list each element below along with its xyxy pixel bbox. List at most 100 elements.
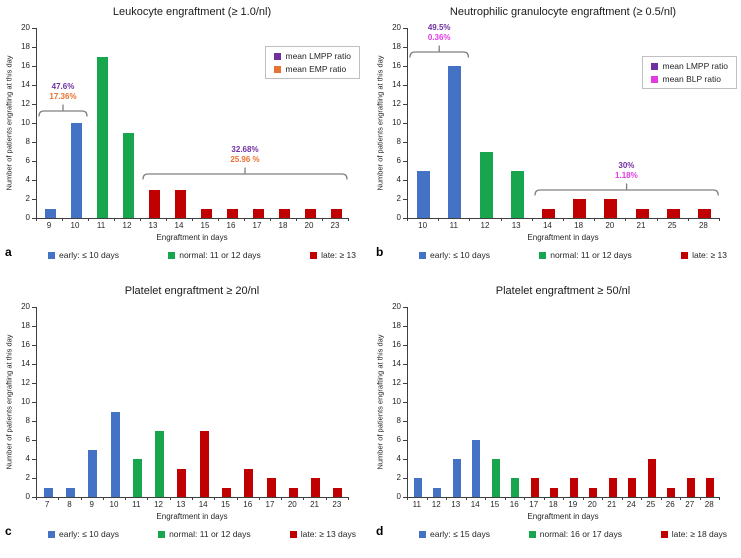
x-tick-label: 17: [252, 221, 262, 230]
bar-day-13: [510, 170, 524, 218]
bar-day-24: [628, 478, 637, 497]
x-tick-label: 14: [198, 500, 208, 509]
bar-day-12: [155, 430, 165, 497]
bar-day-23: [333, 487, 343, 497]
x-tick-mark: [218, 218, 219, 221]
x-tick-mark: [582, 497, 584, 500]
bar-day-11: [448, 66, 462, 218]
x-tick-mark: [348, 497, 349, 500]
bar-day-9: [88, 449, 98, 497]
y-tick-label: 20: [21, 23, 30, 32]
y-tick-label: 14: [392, 80, 401, 89]
y-tick-mark: [32, 478, 36, 479]
y-tick-label: 8: [396, 416, 401, 425]
x-tick-label: 12: [480, 221, 490, 230]
y-tick-label: 4: [396, 175, 401, 184]
bar-day-14: [174, 189, 186, 218]
y-tick-mark: [32, 497, 36, 498]
bar-day-14: [541, 208, 555, 218]
x-tick-mark: [563, 497, 564, 500]
y-tick-label: 6: [25, 156, 30, 165]
y-tick-mark: [32, 383, 36, 384]
x-tick-label: 9: [46, 221, 52, 230]
legend-item: mean EMP ratio: [274, 64, 351, 74]
y-tick-label: 20: [392, 23, 401, 32]
bar-day-17: [252, 208, 264, 218]
x-tick-mark: [407, 497, 408, 500]
y-tick-mark: [32, 402, 36, 403]
legend-swatch: [48, 530, 55, 538]
legend-swatch: [539, 251, 547, 259]
x-tick-mark: [236, 497, 238, 500]
legend-label: mean LMPP ratio: [285, 51, 351, 61]
bottom-legend: early: ≤ 10 days normal: 11 or 12 days lat…: [48, 529, 356, 539]
x-tick-label: 12: [122, 221, 132, 230]
x-tick-label: 26: [665, 500, 675, 509]
bar-day-11: [413, 478, 422, 497]
x-tick-mark: [719, 218, 720, 221]
panel-letter: b: [376, 245, 384, 259]
y-tick-label: 2: [25, 473, 30, 482]
legend-swatch: [48, 251, 55, 259]
y-tick-label: 4: [396, 454, 401, 463]
bar-day-18: [278, 208, 290, 218]
annotation-percentages: 30% 1.18%: [505, 161, 741, 181]
plot-area: [36, 307, 349, 498]
bar-day-12: [122, 132, 134, 218]
bar-day-16: [244, 468, 254, 497]
x-tick-label: 15: [220, 500, 230, 509]
x-tick-mark: [348, 218, 349, 221]
x-tick-mark: [500, 218, 502, 221]
bar-day-20: [288, 487, 298, 497]
y-tick-label: 16: [392, 61, 401, 70]
legend-swatch: [681, 251, 689, 259]
y-tick-mark: [32, 199, 36, 200]
bottom-legend: early: ≤ 10 days normal: 11 or 12 days lat…: [48, 250, 356, 260]
x-tick-mark: [504, 497, 506, 500]
annotation-line: 32.68%: [231, 145, 259, 155]
y-tick-mark: [32, 161, 36, 162]
x-tick-mark: [660, 497, 662, 500]
x-tick-label: 14: [470, 500, 480, 509]
x-tick-label: 21: [310, 500, 320, 509]
y-tick-mark: [32, 28, 36, 29]
legend-item: early: ≤ 10 days: [419, 250, 490, 260]
legend-swatch: [310, 251, 318, 259]
y-tick-label: 0: [25, 213, 30, 222]
panel-a: Leukocyte engraftment (≥ 1.0/nl) Number …: [0, 0, 370, 279]
x-tick-label: 18: [278, 221, 288, 230]
y-tick-mark: [32, 440, 36, 441]
x-axis-label: Engraftment in days: [527, 512, 599, 521]
y-tick-label: 4: [25, 175, 30, 184]
y-tick-mark: [403, 421, 407, 422]
x-tick-label: 18: [548, 500, 558, 509]
x-axis-label: Engraftment in days: [156, 512, 228, 521]
legend-swatch: [274, 52, 282, 60]
chart-title: Leukocyte engraftment (≥ 1.0/nl): [112, 6, 272, 18]
annotation-line: 17.36%: [49, 91, 77, 101]
legend-label: normal: 11 or 12 days: [169, 529, 251, 539]
bar-day-15: [491, 459, 500, 497]
legend-item: mean BLP ratio: [651, 74, 728, 84]
bar-day-26: [667, 487, 676, 497]
y-tick-mark: [403, 497, 407, 498]
annotation-line: 0.36%: [427, 32, 451, 42]
x-tick-mark: [258, 497, 260, 500]
legend-label: late: ≥ 13: [692, 250, 727, 260]
y-tick-mark: [32, 47, 36, 48]
legend-item: normal: 11 or 12 days: [158, 529, 251, 539]
legend-label: mean BLP ratio: [662, 74, 721, 84]
x-tick-mark: [125, 497, 127, 500]
y-tick-label: 2: [396, 473, 401, 482]
y-tick-mark: [403, 123, 407, 124]
y-tick-mark: [403, 440, 407, 441]
x-tick-mark: [641, 497, 642, 500]
x-tick-mark: [438, 218, 440, 221]
x-tick-label: 20: [287, 500, 297, 509]
y-tick-mark: [403, 180, 407, 181]
x-tick-label: 10: [70, 221, 80, 230]
y-tick-label: 0: [25, 492, 30, 501]
x-tick-mark: [465, 497, 467, 500]
x-tick-label: 16: [243, 500, 253, 509]
